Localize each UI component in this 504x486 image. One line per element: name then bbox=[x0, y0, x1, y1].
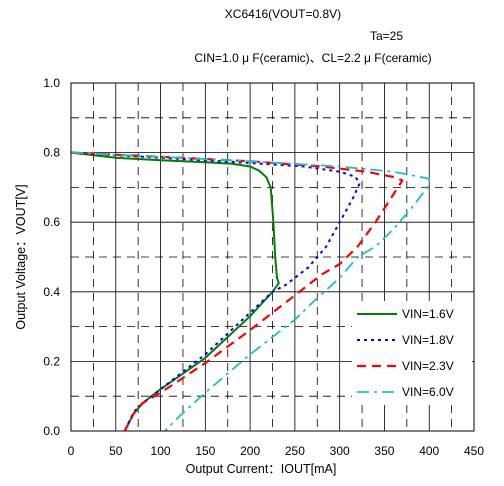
x-tick-label: 100 bbox=[151, 444, 171, 458]
x-tick-label: 50 bbox=[109, 444, 123, 458]
legend-background bbox=[352, 301, 472, 405]
x-tick-label: 350 bbox=[374, 444, 394, 458]
x-tick-label: 0 bbox=[68, 444, 75, 458]
y-axis-label: Output Voltage：VOUT[V] bbox=[14, 184, 28, 329]
tick-labels: 0 50 100 150 200 250 300 350 400 450 0.0 0.2 0.4 0.6 0… bbox=[43, 76, 484, 458]
grid bbox=[71, 83, 474, 431]
y-tick-label: 0.6 bbox=[43, 215, 60, 229]
legend-label: VIN=6.0V bbox=[402, 385, 454, 399]
chart-subtitle-conditions: CIN=1.0 μ F(ceramic)、CL=2.2 μ F(ceramic) bbox=[194, 51, 431, 65]
y-tick-label: 0.0 bbox=[43, 424, 60, 438]
legend: VIN=1.6V VIN=1.8V VIN=2.3V VIN=6.0V bbox=[352, 301, 472, 405]
y-tick-label: 0.8 bbox=[43, 146, 60, 160]
legend-label: VIN=2.3V bbox=[402, 359, 454, 373]
series-group bbox=[70, 151, 431, 432]
y-tick-label: 0.2 bbox=[43, 354, 60, 368]
series-line-1 bbox=[70, 151, 280, 432]
y-tick-label: 1.0 bbox=[43, 76, 60, 90]
legend-label: VIN=1.8V bbox=[402, 333, 454, 347]
series-line-4 bbox=[70, 151, 431, 432]
series-line-2 bbox=[70, 151, 361, 432]
y-tick-label: 0.4 bbox=[43, 285, 60, 299]
chart-subtitle-temperature: Ta=25 bbox=[370, 29, 403, 43]
plot-area-frame bbox=[70, 82, 475, 432]
x-tick-label: 300 bbox=[330, 444, 350, 458]
legend-label: VIN=1.6V bbox=[402, 307, 454, 321]
x-tick-label: 250 bbox=[285, 444, 305, 458]
x-tick-label: 150 bbox=[195, 444, 215, 458]
x-tick-label: 450 bbox=[464, 444, 484, 458]
x-tick-label: 200 bbox=[240, 444, 260, 458]
chart-title: XC6416(VOUT=0.8V) bbox=[225, 7, 341, 21]
series-line-3 bbox=[70, 151, 404, 432]
x-tick-label: 400 bbox=[419, 444, 439, 458]
x-axis-label: Output Current：IOUT[mA] bbox=[186, 462, 337, 476]
